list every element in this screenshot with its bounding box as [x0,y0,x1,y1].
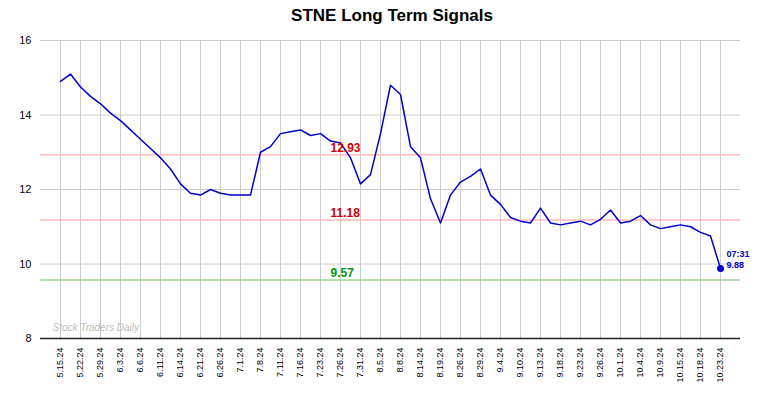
svg-text:7.31.24: 7.31.24 [355,348,365,378]
svg-text:7.16.24: 7.16.24 [295,348,305,378]
svg-text:7.8.24: 7.8.24 [255,348,265,373]
svg-text:7.26.24: 7.26.24 [335,348,345,378]
svg-text:Stock Traders Daily: Stock Traders Daily [53,322,141,333]
svg-text:8: 8 [25,332,31,344]
svg-text:6.26.24: 6.26.24 [215,348,225,378]
svg-text:07:31: 07:31 [727,249,750,259]
svg-text:10.15.24: 10.15.24 [675,348,685,383]
svg-text:12: 12 [19,183,31,195]
svg-text:9.13.24: 9.13.24 [535,348,545,378]
svg-text:9.18.24: 9.18.24 [555,348,565,378]
svg-text:6.3.24: 6.3.24 [115,348,125,373]
svg-text:8.19.24: 8.19.24 [435,348,445,378]
svg-text:10: 10 [19,258,31,270]
svg-text:7.11.24: 7.11.24 [275,348,285,377]
svg-text:7.23.24: 7.23.24 [315,348,325,378]
svg-text:5.22.24: 5.22.24 [75,348,85,378]
svg-text:10.18.24: 10.18.24 [695,348,705,383]
svg-text:9.88: 9.88 [727,260,745,270]
svg-text:8.14.24: 8.14.24 [415,348,425,378]
svg-text:9.26.24: 9.26.24 [595,348,605,378]
svg-text:9.57: 9.57 [331,266,355,280]
svg-text:10.1.24: 10.1.24 [615,348,625,378]
svg-text:10.4.24: 10.4.24 [635,348,645,378]
svg-text:8.26.24: 8.26.24 [455,348,465,378]
svg-text:8.5.24: 8.5.24 [375,348,385,373]
svg-text:6.21.24: 6.21.24 [195,348,205,378]
svg-text:6.11.24: 6.11.24 [155,348,165,377]
svg-text:9.4.24: 9.4.24 [495,348,505,373]
svg-text:14: 14 [19,109,31,121]
svg-text:16: 16 [19,34,31,46]
svg-text:9.23.24: 9.23.24 [575,348,585,378]
svg-text:10.23.24: 10.23.24 [715,348,725,383]
svg-text:8.8.24: 8.8.24 [395,348,405,373]
svg-text:10.9.24: 10.9.24 [655,348,665,378]
html-text:STNE Long Term Signals: STNE Long Term Signals [291,6,493,25]
svg-text:6.6.24: 6.6.24 [135,348,145,373]
svg-text:7.1.24: 7.1.24 [235,348,245,373]
svg-text:8.29.24: 8.29.24 [475,348,485,378]
svg-text:11.18: 11.18 [331,206,361,220]
svg-text:5.29.24: 5.29.24 [95,348,105,378]
svg-text:6.14.24: 6.14.24 [175,348,185,378]
svg-text:9.10.24: 9.10.24 [515,348,525,378]
svg-text:12.93: 12.93 [331,141,361,155]
svg-text:5.15.24: 5.15.24 [55,348,65,378]
